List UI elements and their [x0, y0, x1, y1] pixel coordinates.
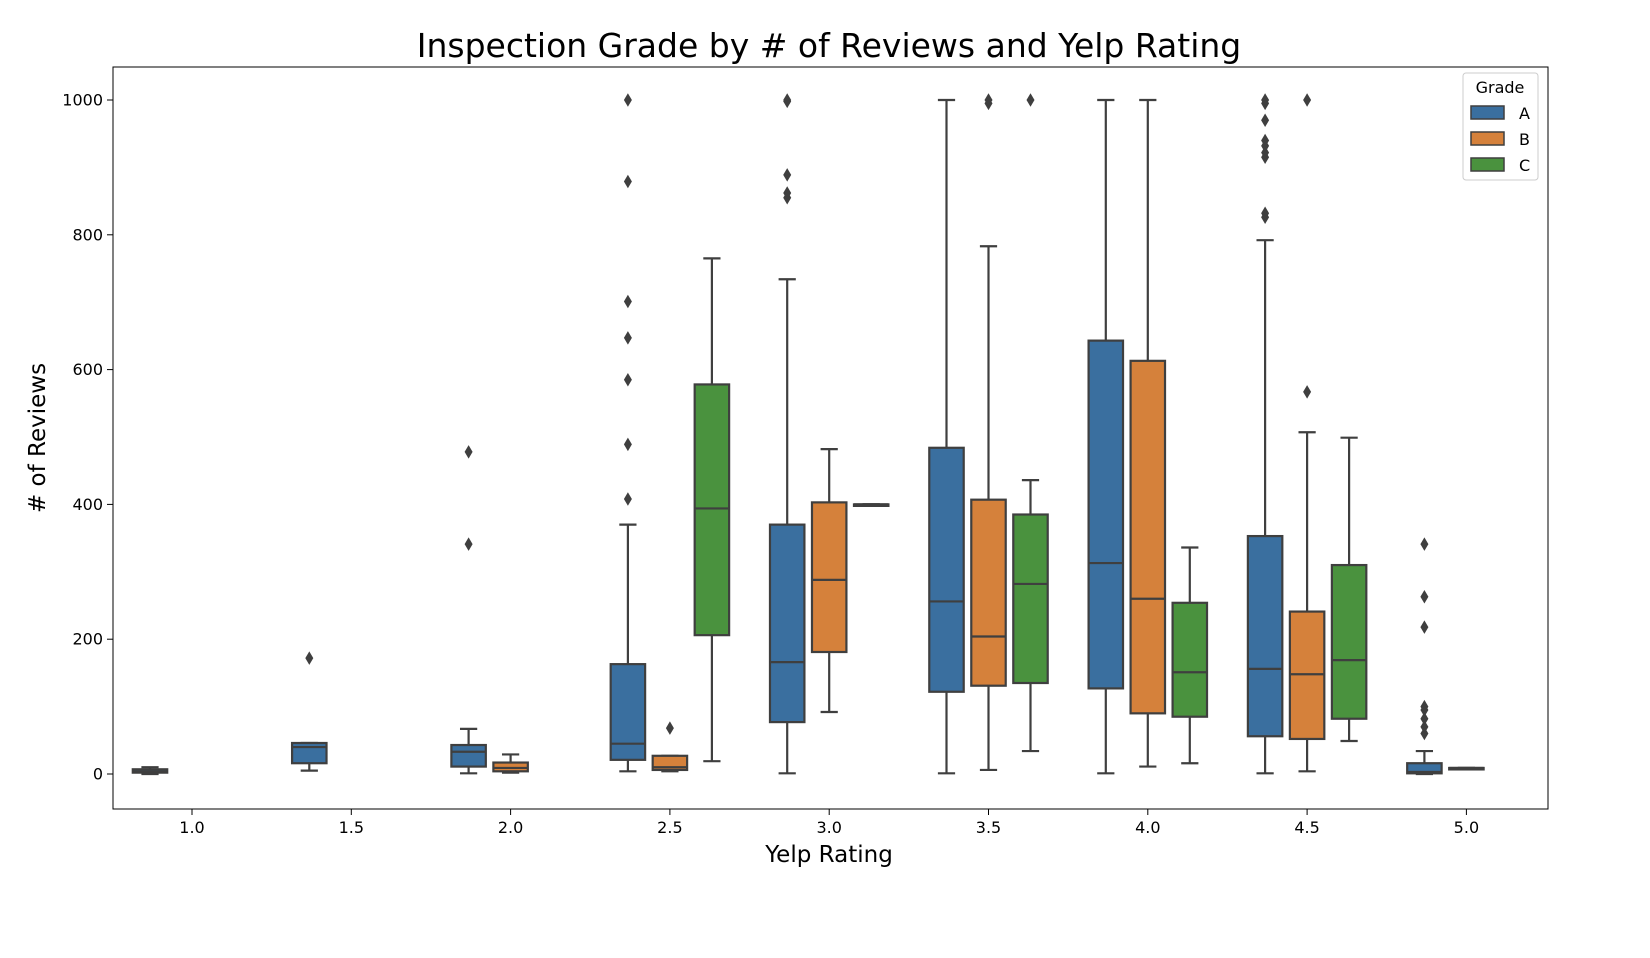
legend: Grade ABC — [1462, 72, 1539, 181]
box-B-2.5 — [651, 721, 689, 773]
box-groups — [131, 93, 1485, 776]
outlier-point — [1420, 620, 1429, 634]
outlier-point — [1026, 93, 1035, 107]
box-A-2.0 — [450, 445, 487, 775]
outlier-point — [783, 186, 792, 200]
outlier-point — [623, 294, 632, 309]
chart-title: Inspection Grade by # of Reviews and Yel… — [417, 26, 1242, 65]
box-body — [693, 383, 731, 637]
box-B-3.0 — [810, 448, 848, 714]
box-body — [1330, 563, 1368, 720]
outlier-point — [623, 437, 632, 452]
outlier-point — [623, 93, 632, 107]
box-A-3.0 — [768, 93, 806, 775]
y-tick-label: 200 — [72, 630, 103, 649]
outlier-point — [1261, 133, 1270, 148]
legend-label-B: B — [1519, 130, 1530, 149]
box-C-4.0 — [1171, 546, 1209, 765]
box-A-4.5 — [1246, 93, 1284, 775]
x-tick-label: 2.5 — [657, 818, 682, 837]
y-axis: 0 200 400 600 800 1000 — [62, 91, 113, 784]
box-B-2.0 — [492, 753, 529, 774]
outlier-point — [665, 721, 674, 735]
legend-label-A: A — [1519, 104, 1530, 123]
outlier-point — [1420, 699, 1429, 714]
y-tick-label: 800 — [72, 225, 103, 244]
outlier-point — [1420, 589, 1429, 604]
x-tick-label: 4.5 — [1294, 818, 1319, 837]
outlier-point — [464, 445, 473, 459]
outlier-point — [1420, 720, 1429, 734]
x-tick-label: 3.5 — [976, 818, 1001, 837]
outlier-point — [1303, 385, 1312, 399]
box-body — [768, 523, 806, 724]
x-axis-label: Yelp Rating — [764, 842, 893, 868]
x-tick-label: 2.0 — [498, 818, 523, 837]
box-B-3.5 — [970, 93, 1007, 772]
outlier-point — [984, 93, 993, 107]
outlier-point — [1303, 93, 1312, 107]
x-axis: 1.0 1.5 2.0 2.5 3.0 3.5 4.0 4.5 5.0 — [179, 809, 1479, 837]
y-tick-label: 1000 — [62, 91, 103, 110]
box-body — [1012, 513, 1049, 685]
box-body — [970, 498, 1007, 687]
legend-label-C: C — [1519, 156, 1530, 175]
box-A-1.5 — [290, 651, 328, 772]
outlier-point — [1261, 206, 1270, 220]
x-tick-label: 1.5 — [339, 818, 364, 837]
box-C-4.5 — [1330, 436, 1368, 743]
box-A-5.0 — [1406, 537, 1443, 776]
legend-title: Grade — [1476, 78, 1525, 97]
box-A-2.5 — [609, 93, 647, 773]
outlier-point — [623, 492, 632, 506]
legend-frame — [1462, 72, 1539, 181]
outlier-point — [1420, 537, 1429, 551]
box-C-2.5 — [693, 257, 731, 763]
box-body — [928, 446, 965, 693]
box-B-5.0 — [1448, 766, 1485, 771]
box-body — [1246, 534, 1284, 738]
box-body — [1129, 359, 1167, 715]
outlier-point — [623, 331, 632, 345]
x-tick-label: 4.0 — [1135, 818, 1160, 837]
y-tick-label: 400 — [72, 495, 103, 514]
box-C-3.0 — [852, 503, 890, 507]
outlier-point — [1261, 93, 1270, 107]
box-body — [609, 663, 647, 761]
box-body — [810, 501, 848, 654]
outlier-point — [623, 174, 632, 189]
y-tick-label: 0 — [93, 765, 103, 784]
outlier-point — [305, 651, 314, 665]
outlier-point — [1261, 113, 1270, 127]
x-tick-label: 5.0 — [1454, 818, 1479, 837]
outlier-point — [783, 168, 792, 182]
x-tick-label: 1.0 — [179, 818, 204, 837]
box-A-1.0 — [131, 766, 169, 776]
legend-swatch-B — [1470, 131, 1505, 146]
legend-swatch-C — [1470, 157, 1505, 172]
legend-swatch-A — [1470, 105, 1505, 120]
y-tick-label: 600 — [72, 360, 103, 379]
outlier-point — [623, 372, 632, 387]
box-C-3.5 — [1012, 93, 1049, 753]
box-B-4.0 — [1129, 98, 1167, 768]
outlier-point — [783, 93, 792, 107]
box-body — [1087, 339, 1125, 690]
box-A-3.5 — [928, 98, 965, 775]
outlier-point — [1420, 711, 1429, 726]
box-A-4.0 — [1087, 98, 1125, 775]
x-tick-label: 3.0 — [816, 818, 841, 837]
box-B-4.5 — [1288, 93, 1326, 773]
box-body — [450, 743, 487, 768]
outlier-point — [464, 537, 473, 551]
box-body — [1171, 601, 1209, 718]
y-axis-label: # of Reviews — [25, 363, 51, 513]
box-body — [1406, 762, 1443, 775]
